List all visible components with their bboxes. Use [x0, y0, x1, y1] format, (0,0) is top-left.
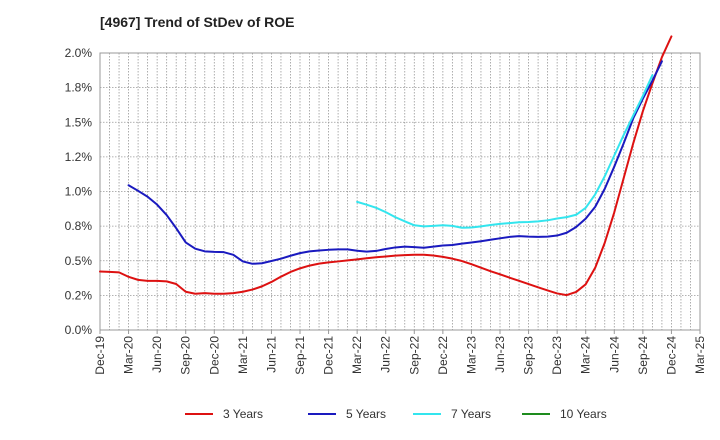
- x-tick-label: Dec-20: [207, 336, 221, 375]
- x-tick-label: Dec-23: [550, 336, 564, 375]
- grid-layer: [100, 53, 700, 330]
- x-tick-label: Dec-22: [436, 336, 450, 375]
- y-tick-label: 0.0%: [65, 323, 93, 337]
- series-line-3-years: [99, 35, 673, 297]
- x-tick-label: Sep-24: [636, 336, 650, 375]
- x-tick-label: Jun-24: [607, 336, 621, 373]
- x-tick-label: Dec-21: [322, 336, 336, 375]
- axis-layer: 0.0% 0.2% 0.5% 0.8% 1.0% 1.2% 1.5% 1.8% 2.0% Dec-…: [65, 46, 707, 375]
- x-tick-label: Jun-23: [493, 336, 507, 373]
- x-tick-label: Jun-21: [264, 336, 278, 373]
- x-tick-label: Jun-22: [379, 336, 393, 373]
- legend-label-3-years: 3 Years: [223, 407, 263, 421]
- y-tick-label: 0.2%: [65, 288, 93, 302]
- series-layer: [99, 35, 673, 297]
- x-tick-label: Mar-20: [122, 336, 136, 374]
- x-tick-label: Sep-20: [179, 336, 193, 375]
- series-line-5-years: [127, 60, 663, 265]
- y-tick-label: 1.2%: [65, 150, 93, 164]
- x-tick-label: Mar-21: [236, 336, 250, 374]
- y-tick-label: 2.0%: [65, 46, 93, 60]
- plot-frame: [99, 52, 701, 331]
- x-tick-label: Mar-25: [693, 336, 707, 374]
- x-tick-label: Mar-23: [464, 336, 478, 374]
- y-tick-label: 0.8%: [65, 219, 93, 233]
- x-tick-label: Sep-21: [293, 336, 307, 375]
- series-line-7-years: [356, 74, 654, 229]
- x-tick-label: Dec-19: [93, 336, 107, 375]
- y-tick-label: 1.5%: [65, 115, 93, 129]
- x-tick-label: Sep-23: [522, 336, 536, 375]
- x-tick-label: Mar-22: [350, 336, 364, 374]
- x-tick-label: Dec-24: [664, 336, 678, 375]
- y-tick-label: 1.0%: [65, 185, 93, 199]
- x-tick-label: Mar-24: [579, 336, 593, 374]
- x-tick-label: Jun-20: [150, 336, 164, 373]
- chart-title: [4967] Trend of StDev of ROE: [100, 14, 295, 30]
- legend-label-7-years: 7 Years: [451, 407, 491, 421]
- legend: 3 Years 5 Years 7 Years 10 Years: [185, 407, 607, 421]
- y-tick-label: 0.5%: [65, 254, 93, 268]
- legend-label-5-years: 5 Years: [346, 407, 386, 421]
- x-tick-label: Sep-22: [407, 336, 421, 375]
- y-tick-label: 1.8%: [65, 81, 93, 95]
- legend-label-10-years: 10 Years: [560, 407, 607, 421]
